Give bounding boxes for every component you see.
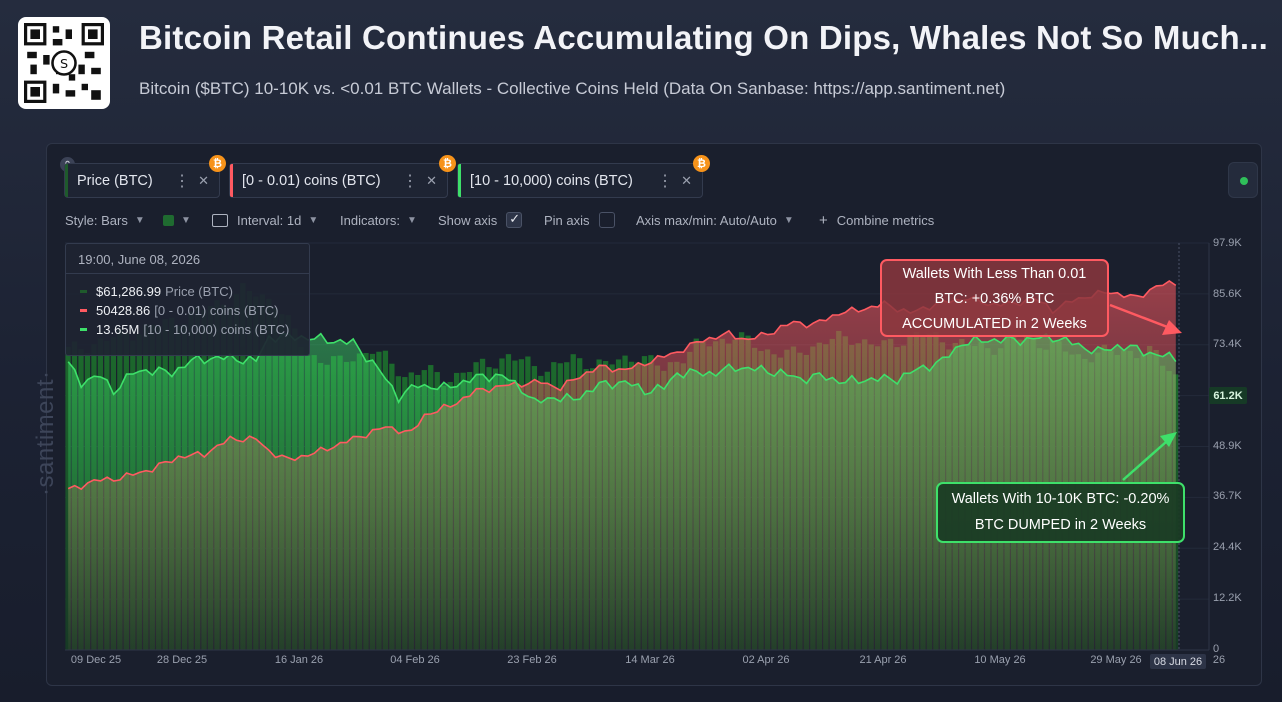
tooltip-row-whales: 13.65M [10 - 10,000) coins (BTC)	[66, 320, 309, 339]
tooltip-series-name: [10 - 10,000) coins (BTC)	[143, 322, 290, 337]
price-bar	[65, 346, 71, 650]
more-options-icon[interactable]: ⋮	[174, 172, 191, 190]
tooltip-date: 19:00, June 08, 2026	[66, 244, 309, 274]
retail-annotation: Wallets With Less Than 0.01 BTC: +0.36% …	[880, 259, 1109, 337]
legend-swatch	[80, 309, 87, 312]
metric-tab-label: [10 - 10,000) coins (BTC)	[470, 172, 633, 189]
pin-axis-label: Pin axis	[544, 212, 590, 228]
color-swatch-icon	[163, 214, 174, 226]
panel-toggle-button[interactable]	[1228, 162, 1258, 198]
plus-icon: +	[819, 211, 828, 229]
style-dropdown[interactable]: Style: Bars ▼	[65, 210, 145, 230]
y-tick-label: 97.9K	[1213, 237, 1242, 249]
calendar-icon	[212, 213, 228, 227]
bitcoin-icon: ₿	[209, 155, 226, 172]
x-tick-label: 02 Apr 26	[742, 654, 790, 666]
pin-axis-toggle[interactable]: Pin axis	[544, 210, 615, 230]
axis-maxmin-dropdown[interactable]: Axis max/min: Auto/Auto ▼	[636, 210, 794, 230]
style-label: Style: Bars	[65, 212, 128, 228]
y-tick-label: 24.4K	[1213, 541, 1242, 553]
chevron-down-icon: ▼	[783, 214, 794, 226]
show-axis-checkbox[interactable]	[506, 211, 523, 228]
x-tick-label: 10 May 26	[974, 654, 1026, 666]
close-icon[interactable]: ✕	[198, 172, 209, 188]
svg-text:S: S	[60, 57, 68, 72]
indicators-label: Indicators:	[340, 212, 400, 228]
more-options-icon[interactable]: ⋮	[657, 172, 674, 190]
status-dot-icon	[1240, 177, 1248, 185]
page-subtitle: Bitcoin ($BTC) 10-10K vs. <0.01 BTC Wall…	[139, 79, 1006, 98]
x-tick-label: 29 May 26	[1090, 654, 1142, 666]
x-tick-label: 28 Dec 25	[156, 654, 208, 666]
chevron-down-icon: ▼	[134, 214, 145, 226]
annotation-line: BTC DUMPED in 2 Weeks	[974, 517, 1147, 533]
annotation-line: Wallets With Less Than 0.01	[902, 266, 1087, 282]
metric-color-swatch	[230, 164, 233, 197]
more-options-icon[interactable]: ⋮	[402, 172, 419, 190]
y-tick-label: 0	[1213, 643, 1220, 655]
show-axis-label: Show axis	[438, 212, 498, 228]
tooltip-value: 50428.86	[96, 303, 151, 318]
metric-tab-label: Price (BTC)	[77, 172, 153, 189]
metric-tab-price[interactable]: Price (BTC) ⋮ ✕	[64, 163, 220, 198]
x-tick-label: 21 Apr 26	[859, 654, 907, 666]
x-tick-label: 09 Dec 25	[70, 654, 122, 666]
tooltip-series-name: [0 - 0.01) coins (BTC)	[154, 303, 279, 318]
metric-tab-label: [0 - 0.01) coins (BTC)	[242, 172, 381, 189]
axis-maxmin-label: Axis max/min: Auto/Auto	[636, 212, 777, 228]
tooltip-row-price: $61,286.99 Price (BTC)	[66, 282, 309, 301]
y-tick-label: 48.9K	[1213, 440, 1242, 452]
tooltip-value: 13.65M	[96, 322, 140, 337]
santiment-watermark: ·santiment·	[32, 370, 59, 496]
x-tick-label: 26	[1212, 654, 1226, 666]
whale-series-area	[68, 333, 1176, 650]
tooltip-value: $61,286.99	[96, 284, 162, 299]
close-icon[interactable]: ✕	[681, 172, 692, 188]
y-tick-label: 73.4K	[1213, 338, 1242, 350]
x-tick-label: 16 Jan 26	[274, 654, 324, 666]
close-icon[interactable]: ✕	[426, 172, 437, 188]
page-title: Bitcoin Retail Continues Accumulating On…	[139, 19, 1268, 56]
chevron-down-icon: ▼	[181, 214, 191, 226]
whale-series-line	[67, 332, 1177, 404]
interval-dropdown[interactable]: Interval: 1d ▼	[212, 210, 318, 230]
tooltip-series-name: Price (BTC)	[165, 284, 233, 299]
y-tick-label: 12.2K	[1213, 592, 1242, 604]
y-current-value: 61.2K	[1209, 387, 1247, 404]
tooltip-row-retail: 50428.86 [0 - 0.01) coins (BTC)	[66, 301, 309, 320]
red-annotation-arrow	[1109, 303, 1182, 335]
qr-code-icon: S	[24, 23, 104, 103]
x-tick-label: 14 Mar 26	[625, 654, 675, 666]
qr-code: S	[18, 17, 110, 109]
combine-metrics-button[interactable]: + Combine metrics	[819, 210, 934, 230]
whale-annotation: Wallets With 10-10K BTC: -0.20% BTC DUMP…	[936, 482, 1185, 543]
combine-metrics-label: Combine metrics	[836, 212, 935, 228]
interval-label: Interval: 1d	[237, 212, 302, 228]
x-current-date: 08 Jun 26	[1150, 654, 1206, 669]
green-annotation-arrow	[1122, 432, 1177, 481]
show-axis-toggle[interactable]: Show axis	[438, 210, 523, 230]
legend-swatch	[80, 290, 87, 293]
bitcoin-icon: ₿	[693, 155, 710, 172]
color-picker[interactable]: ▼	[163, 210, 191, 230]
y-tick-label: 85.6K	[1213, 288, 1242, 300]
x-tick-label: 23 Feb 26	[507, 654, 557, 666]
x-tick-label: 04 Feb 26	[390, 654, 440, 666]
bitcoin-icon: ₿	[439, 155, 456, 172]
y-tick-label: 36.7K	[1213, 490, 1242, 502]
legend-swatch	[80, 328, 87, 331]
metric-color-swatch	[458, 164, 461, 197]
chevron-down-icon: ▼	[406, 214, 417, 226]
metric-color-swatch	[65, 164, 68, 197]
metric-tab-whales[interactable]: [10 - 10,000) coins (BTC) ⋮ ✕	[457, 163, 703, 198]
annotation-line: ACCUMULATED in 2 Weeks	[902, 316, 1087, 332]
chart-tooltip: 19:00, June 08, 2026 $61,286.99 Price (B…	[65, 243, 310, 356]
annotation-line: Wallets With 10-10K BTC: -0.20%	[951, 491, 1170, 507]
pin-axis-checkbox[interactable]	[598, 212, 615, 228]
chevron-down-icon: ▼	[308, 214, 319, 226]
indicators-dropdown[interactable]: Indicators: ▼	[340, 210, 417, 230]
metric-tab-retail[interactable]: [0 - 0.01) coins (BTC) ⋮ ✕	[229, 163, 448, 198]
annotation-line: BTC: +0.36% BTC	[934, 291, 1055, 307]
